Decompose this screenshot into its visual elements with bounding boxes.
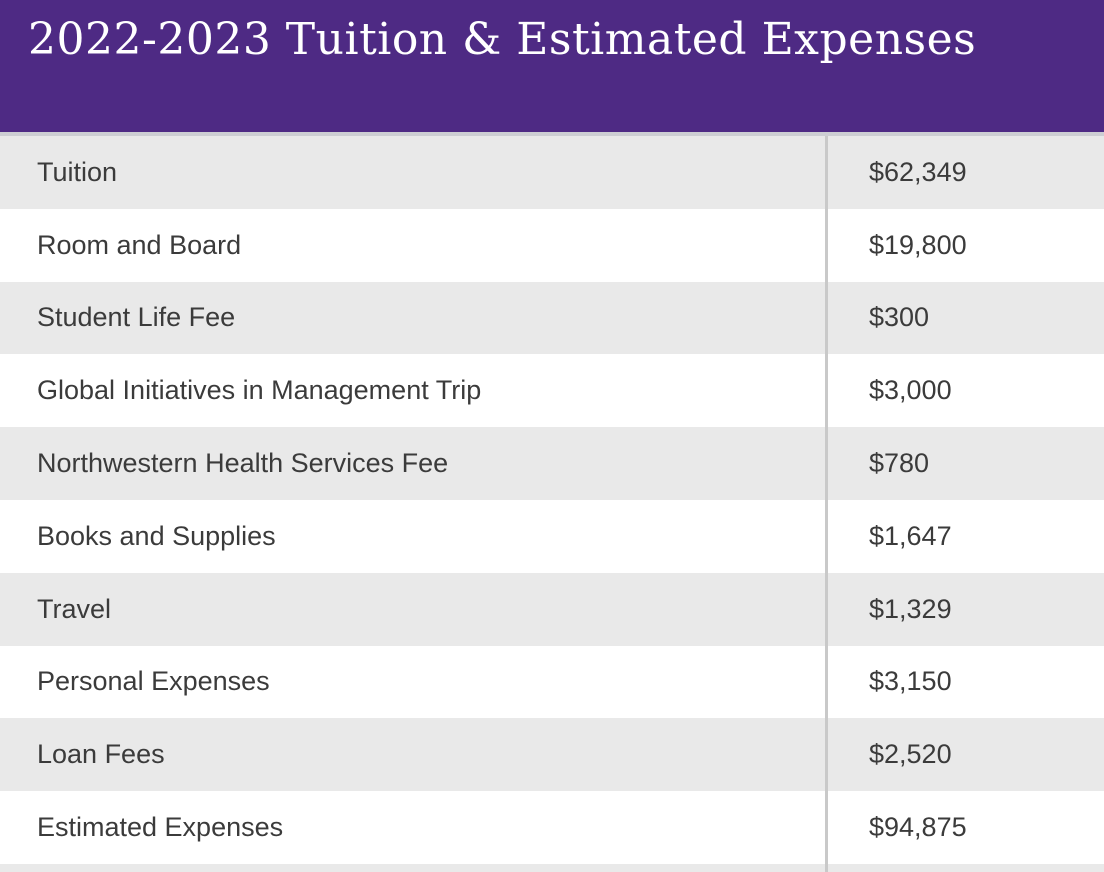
table-row-partial	[0, 863, 1104, 872]
expense-label: Travel	[37, 593, 112, 624]
expense-amount: $2,520	[825, 718, 1104, 792]
expense-label: Books and Supplies	[37, 520, 276, 551]
expense-label: Estimated Expenses	[37, 812, 284, 843]
table-row: Estimated Expenses $94,875	[0, 791, 1104, 864]
expense-label: Tuition	[37, 156, 118, 187]
expense-label	[0, 864, 825, 872]
header-banner: 2022-2023 Tuition & Estimated Expenses	[0, 0, 1104, 136]
table-row: Loan Fees $2,520	[0, 718, 1104, 792]
expense-table: Tuition $62,349 Room and Board $19,800 S…	[0, 136, 1104, 872]
expense-amount: $19,800	[825, 208, 1104, 282]
table-row: Global Initiatives in Management Trip $3…	[0, 354, 1104, 428]
expense-label: Personal Expenses	[37, 666, 270, 697]
expense-amount	[825, 863, 1104, 872]
expense-label: Global Initiatives in Management Trip	[37, 375, 482, 406]
expense-amount: $94,875	[825, 791, 1104, 864]
expense-label: Room and Board	[37, 229, 242, 260]
table-row: Books and Supplies $1,647	[0, 499, 1104, 573]
expense-label: Loan Fees	[37, 739, 165, 770]
expense-amount: $780	[825, 427, 1104, 500]
table-row: Personal Expenses $3,150	[0, 645, 1104, 719]
page-title: 2022-2023 Tuition & Estimated Expenses	[28, 14, 977, 65]
expense-amount: $3,150	[825, 645, 1104, 719]
table-row: Northwestern Health Services Fee $780	[0, 427, 1104, 500]
expense-label: Student Life Fee	[37, 302, 236, 333]
table-row: Tuition $62,349	[0, 136, 1104, 209]
expense-amount: $1,647	[825, 499, 1104, 573]
expense-amount: $62,349	[825, 136, 1104, 209]
table-row: Travel $1,329	[0, 572, 1104, 646]
expense-amount: $1,329	[825, 572, 1104, 646]
expense-label: Northwestern Health Services Fee	[37, 448, 449, 479]
expense-amount: $300	[825, 281, 1104, 355]
table-row: Room and Board $19,800	[0, 208, 1104, 282]
expense-amount: $3,000	[825, 354, 1104, 428]
table-row: Student Life Fee $300	[0, 281, 1104, 355]
